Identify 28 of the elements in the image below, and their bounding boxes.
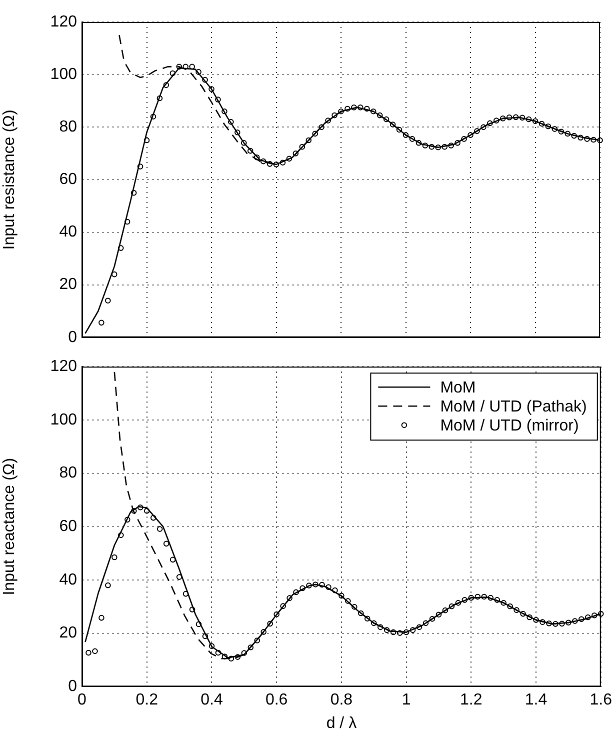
y-tick-label: 80 <box>59 118 78 136</box>
y-tick-label: 100 <box>50 411 78 428</box>
x-tick-label: 0.4 <box>200 692 223 709</box>
legend-label: MoM <box>440 380 476 397</box>
x-tick-label: 1 <box>402 692 411 709</box>
x-tick-label: 1.4 <box>524 692 548 709</box>
x-tick-label: 0.2 <box>136 692 158 709</box>
y-tick-label: 20 <box>59 624 78 642</box>
y-tick-label: 0 <box>68 328 78 346</box>
x-tick-label: 1.2 <box>460 692 482 709</box>
y-tick-label: 120 <box>50 13 78 30</box>
y-axis-title: Input reactance (Ω) <box>1 458 18 596</box>
x-tick-label: 0.6 <box>265 692 288 709</box>
legend-label: MoM / UTD (mirror) <box>440 418 579 435</box>
y-tick-label: 120 <box>50 358 78 376</box>
y-axis-title: Input resistance (Ω) <box>1 110 18 250</box>
y-tick-label: 40 <box>59 224 78 241</box>
x-tick-label: 0.8 <box>330 692 353 709</box>
x-axis-title: d / λ <box>326 714 357 732</box>
y-tick-label: 20 <box>59 276 78 294</box>
y-tick-label: 80 <box>59 464 78 482</box>
y-tick-label: 0 <box>68 678 78 696</box>
y-tick-label: 100 <box>50 66 78 83</box>
legend-label: MoM / UTD (Pathak) <box>440 398 587 416</box>
x-tick-label: 1.6 <box>590 692 612 709</box>
y-tick-label: 40 <box>59 571 78 588</box>
y-tick-label: 60 <box>59 171 78 188</box>
y-tick-label: 60 <box>59 518 78 536</box>
